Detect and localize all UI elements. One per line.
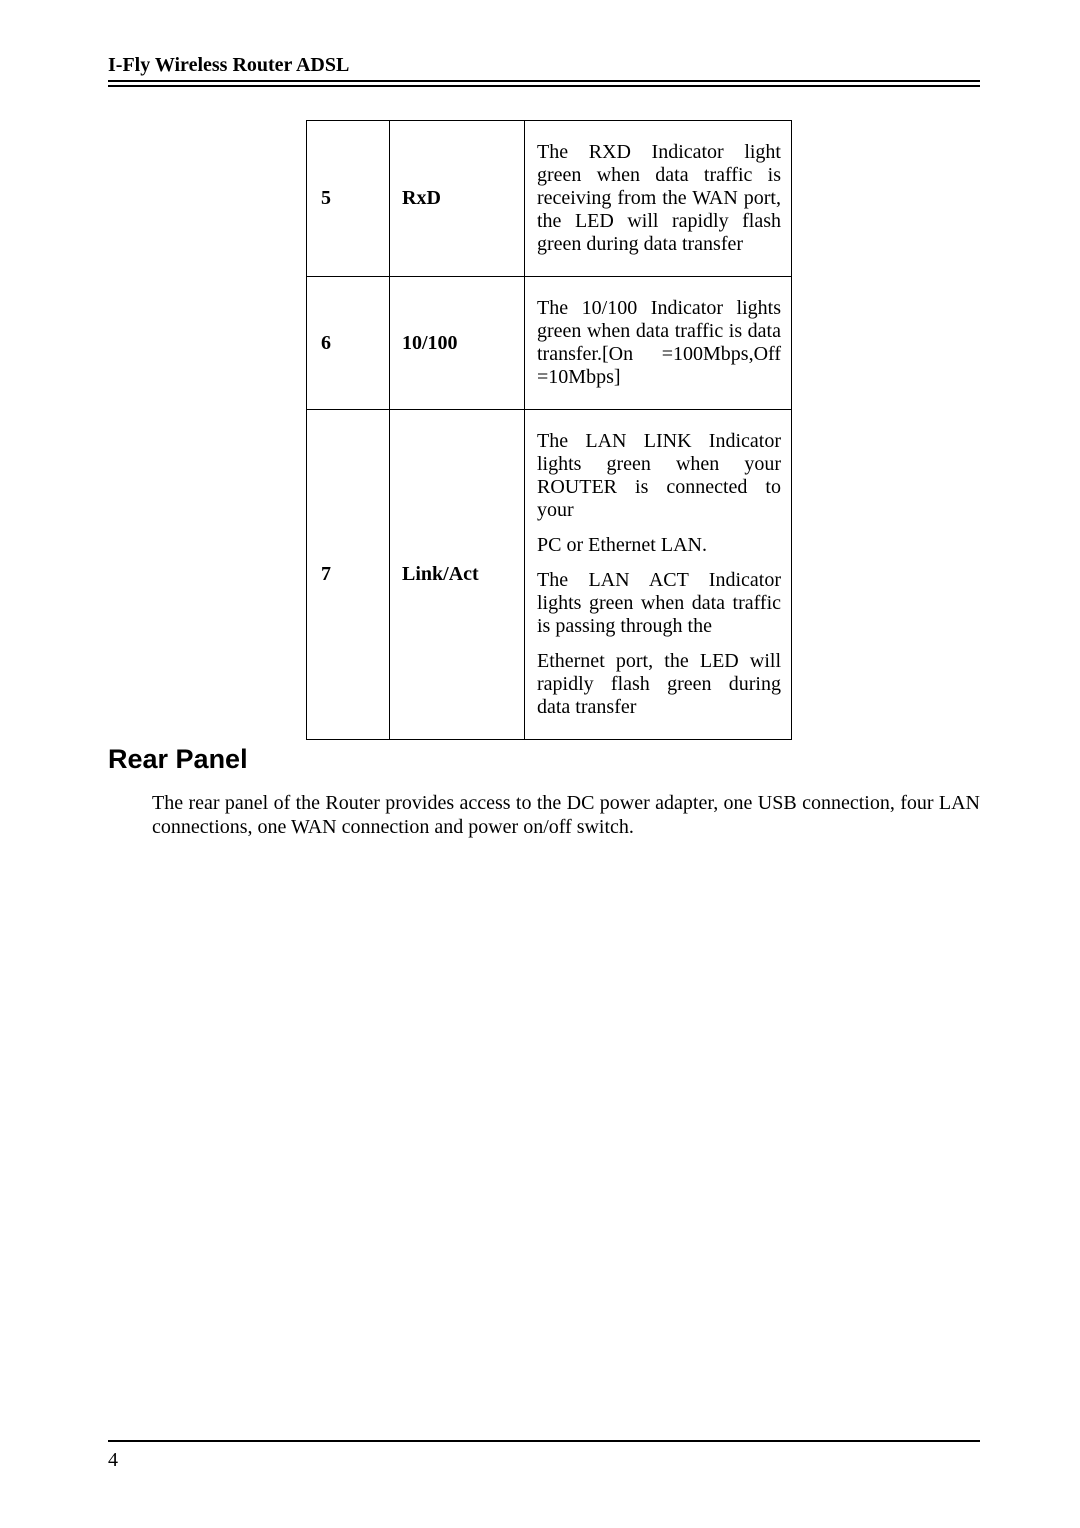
table-row: 7 Link/Act The LAN LINK Indicator lights… bbox=[307, 410, 792, 740]
table-row: 6 10/100 The 10/100 Indicator lights gre… bbox=[307, 277, 792, 410]
desc-block: PC or Ethernet LAN. bbox=[537, 534, 781, 557]
desc-block: Ethernet port, the LED will rapidly flas… bbox=[537, 650, 781, 719]
page-header: I-Fly Wireless Router ADSL bbox=[108, 54, 980, 87]
row-label: Link/Act bbox=[390, 410, 525, 740]
desc-block: The LAN ACT Indicator lights green when … bbox=[537, 569, 781, 638]
row-number: 5 bbox=[307, 121, 390, 277]
row-label: RxD bbox=[390, 121, 525, 277]
row-desc: The LAN LINK Indicator lights green when… bbox=[525, 410, 792, 740]
row-desc: The RXD Indicator light green when data … bbox=[525, 121, 792, 277]
table-row: 5 RxD The RXD Indicator light green when… bbox=[307, 121, 792, 277]
footer-rule bbox=[108, 1440, 980, 1442]
row-label: 10/100 bbox=[390, 277, 525, 410]
header-rule bbox=[108, 80, 980, 82]
led-table: 5 RxD The RXD Indicator light green when… bbox=[306, 120, 792, 740]
row-number: 6 bbox=[307, 277, 390, 410]
page-number: 4 bbox=[108, 1449, 118, 1472]
section-title: Rear Panel bbox=[108, 744, 248, 775]
header-title: I-Fly Wireless Router ADSL bbox=[108, 54, 980, 77]
row-number: 7 bbox=[307, 410, 390, 740]
header-rule bbox=[108, 85, 980, 87]
section-body: The rear panel of the Router provides ac… bbox=[152, 792, 980, 839]
desc-block: The LAN LINK Indicator lights green when… bbox=[537, 430, 781, 522]
led-table-wrap: 5 RxD The RXD Indicator light green when… bbox=[306, 120, 792, 740]
row-desc: The 10/100 Indicator lights green when d… bbox=[525, 277, 792, 410]
